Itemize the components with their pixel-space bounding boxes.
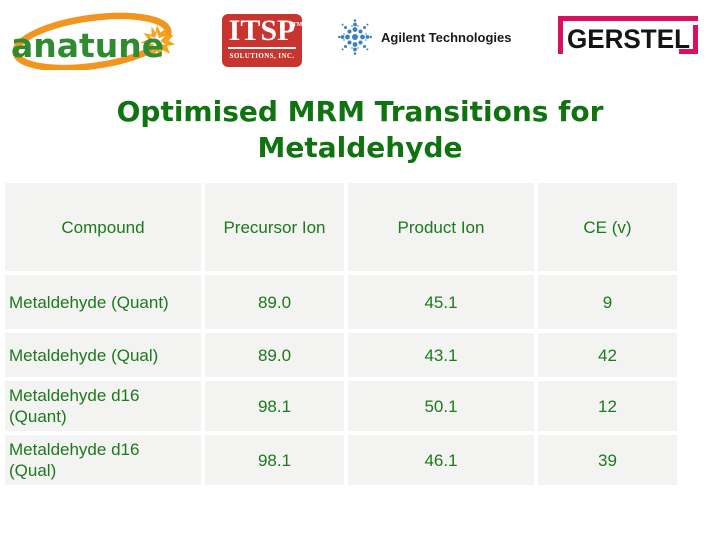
gerstel-wordmark: GERSTEL <box>567 24 690 54</box>
gerstel-logo: GERSTEL <box>558 16 706 61</box>
ce-cell: 9 <box>538 275 677 329</box>
itsp-wordmark: ITSP TM <box>229 15 303 47</box>
anatune-wordmark: anatune <box>11 26 164 65</box>
compound-cell: Metaldehyde (Qual) <box>5 333 201 377</box>
compound-cell: Metaldehyde d16 (Quant) <box>5 381 201 431</box>
mrm-transitions-table: Compound Precursor Ion Product Ion CE (v… <box>1 179 681 489</box>
itsp-logo: ITSP TM SOLUTIONS, INC. <box>222 14 302 67</box>
ce-cell: 39 <box>538 435 677 485</box>
slide-title-line2: Metaldehyde <box>257 131 463 164</box>
product-ion-cell: 50.1 <box>348 381 534 431</box>
precursor-ion-cell: 98.1 <box>205 381 344 431</box>
precursor-ion-cell: 89.0 <box>205 333 344 377</box>
table-header-ce: CE (v) <box>538 183 677 271</box>
itsp-subtitle: SOLUTIONS, INC. <box>229 52 295 60</box>
precursor-ion-cell: 98.1 <box>205 435 344 485</box>
anatune-starburst-icon <box>140 25 175 58</box>
precursor-ion-cell: 89.0 <box>205 275 344 329</box>
itsp-divider <box>228 47 296 49</box>
table-header-row: Compound Precursor Ion Product Ion CE (v… <box>5 183 677 271</box>
gerstel-frame-icon: GERSTEL <box>558 16 698 54</box>
table-row: Metaldehyde (Qual) 89.0 43.1 42 <box>5 333 677 377</box>
product-ion-cell: 46.1 <box>348 435 534 485</box>
table-row: Metaldehyde (Quant) 89.0 45.1 9 <box>5 275 677 329</box>
table-header-product-ion: Product Ion <box>348 183 534 271</box>
product-ion-cell: 45.1 <box>348 275 534 329</box>
table-header-compound: Compound <box>5 183 201 271</box>
compound-cell: Metaldehyde d16 (Qual) <box>5 435 201 485</box>
anatune-logo: anatune <box>8 12 178 75</box>
table-row: Metaldehyde d16 (Qual) 98.1 46.1 39 <box>5 435 677 485</box>
ce-cell: 42 <box>538 333 677 377</box>
ce-cell: 12 <box>538 381 677 431</box>
itsp-trademark: TM <box>292 22 303 28</box>
agilent-spark-icon <box>338 19 372 55</box>
agilent-logo: Agilent Technologies <box>338 18 512 56</box>
slide-title-line1: Optimised MRM Transitions for <box>116 95 604 128</box>
agilent-wordmark: Agilent Technologies <box>381 29 512 45</box>
table-row: Metaldehyde d16 (Quant) 98.1 50.1 12 <box>5 381 677 431</box>
product-ion-cell: 43.1 <box>348 333 534 377</box>
slide-title: Optimised MRM Transitions for Metaldehyd… <box>0 94 720 166</box>
compound-cell: Metaldehyde (Quant) <box>5 275 201 329</box>
anatune-swoosh-icon: anatune <box>11 12 175 72</box>
table-header-precursor-ion: Precursor Ion <box>205 183 344 271</box>
